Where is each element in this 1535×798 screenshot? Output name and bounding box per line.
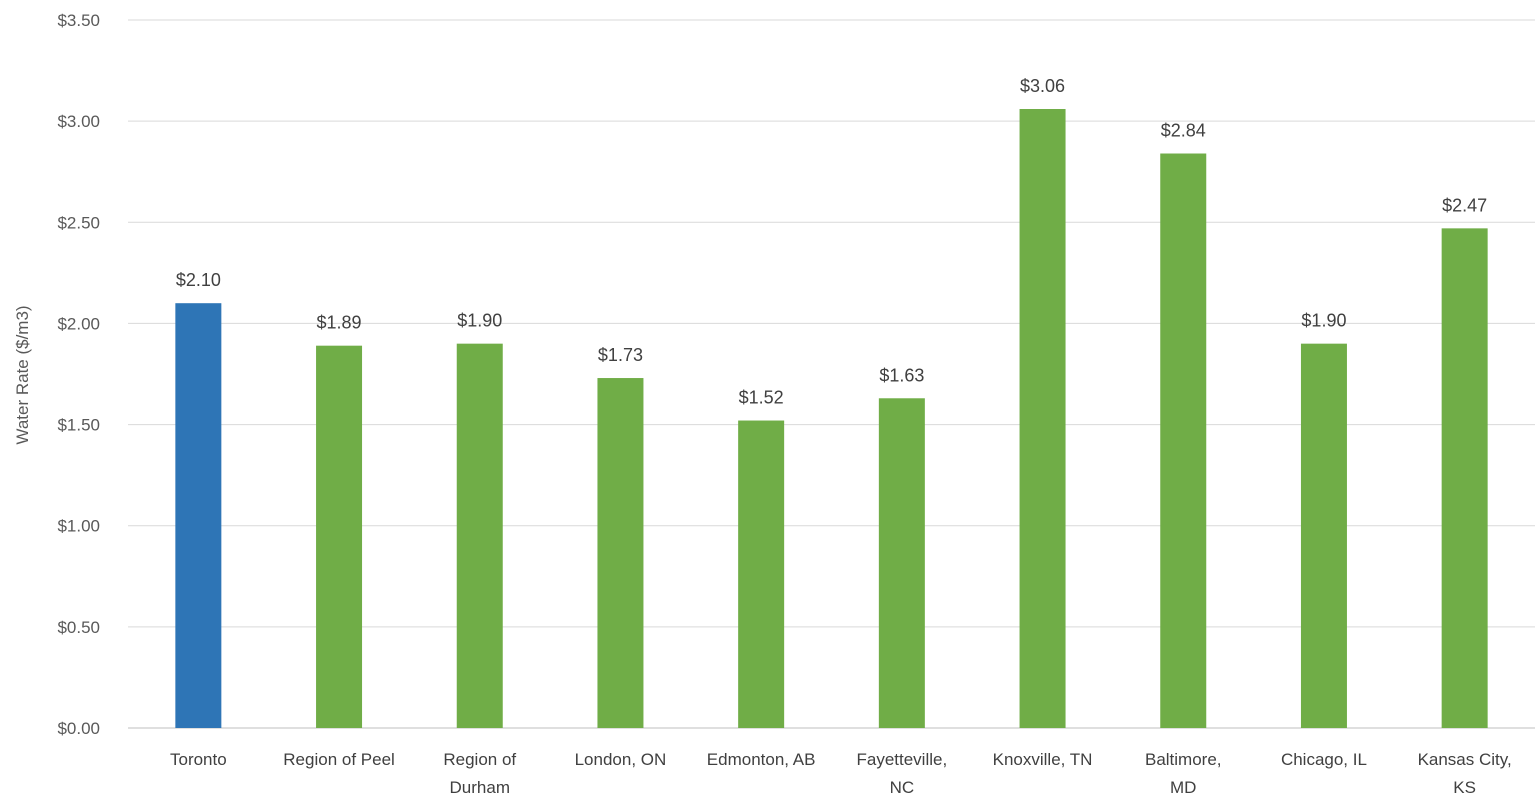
bars [175,109,1488,729]
data-label: $1.90 [457,311,502,331]
bar [456,343,503,728]
category-label: KS [1453,778,1476,797]
y-tick-label: $2.50 [57,213,100,232]
y-tick-label: $1.00 [57,517,100,536]
data-label: $2.84 [1161,121,1206,141]
data-label: $2.10 [176,270,221,290]
y-tick-label: $0.50 [57,618,100,637]
data-label: $1.89 [317,313,362,333]
bar [1300,343,1347,728]
y-tick-label: $0.00 [57,719,100,738]
bar [1441,228,1488,728]
gridlines [128,19,1535,729]
category-label: Knoxville, TN [993,750,1093,769]
category-label: Toronto [170,750,227,769]
data-label: $1.73 [598,345,643,365]
category-label: Region of [443,750,516,769]
category-label: Region of Peel [283,750,395,769]
category-label: London, ON [575,750,667,769]
category-label: Chicago, IL [1281,750,1367,769]
category-label: Durham [450,778,510,797]
category-label: NC [890,778,915,797]
y-axis-title: Water Rate ($/m3) [13,305,32,444]
category-label: MD [1170,778,1196,797]
bar [316,345,363,728]
x-axis-categories: Toronto Region of Peel Region of Durham Lond… [170,750,1512,797]
category-label: Fayetteville, [856,750,947,769]
y-tick-label: $3.50 [57,11,100,30]
data-label: $1.90 [1301,311,1346,331]
y-tick-label: $3.00 [57,112,100,131]
bar [1019,109,1066,728]
data-label: $1.52 [739,388,784,408]
category-label: Kansas City, [1418,750,1512,769]
data-labels: $2.10 $1.89 $1.90 $1.73 $1.52 $1.63 $3.06 $2.84… [176,76,1487,408]
y-tick-label: $2.00 [57,314,100,333]
data-label: $1.63 [879,365,924,385]
y-tick-label: $1.50 [57,416,100,435]
y-axis-ticks: $0.00 $0.50 $1.00 $1.50 $2.00 $2.50 $3.00 $3.50 [57,11,100,738]
category-label: Edmonton, AB [707,750,816,769]
bar [597,378,644,728]
bar [878,398,925,728]
data-label: $3.06 [1020,76,1065,96]
data-label: $2.47 [1442,195,1487,215]
bar [1160,153,1207,729]
category-label: Baltimore, [1145,750,1222,769]
bar [738,420,785,728]
bar [175,303,222,728]
